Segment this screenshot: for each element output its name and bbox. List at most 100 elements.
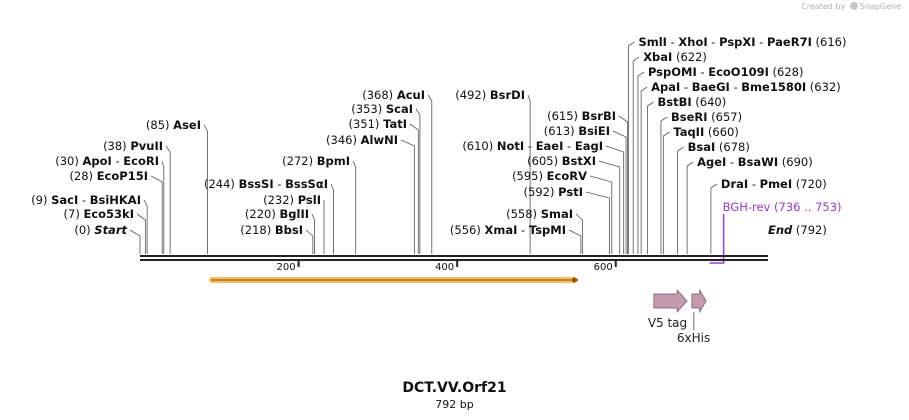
enzyme-site[interactable]: (556) XmaI - TspMI xyxy=(450,223,582,254)
enzyme-site[interactable]: SmlI - XhoI - PspXI - PaeR7I (616) xyxy=(628,35,846,254)
ruler: 200 400 600 xyxy=(276,260,617,273)
enzyme-site[interactable]: BstBI (640) xyxy=(647,95,726,254)
enzyme-label[interactable]: (7) Eco53kI xyxy=(64,207,134,221)
enzyme-site[interactable]: (558) SmaI xyxy=(506,207,583,254)
enzyme-leader-line xyxy=(640,86,648,254)
enzyme-position: (7) xyxy=(64,207,84,221)
enzyme-site[interactable]: (492) BsrDI xyxy=(455,88,531,254)
enzyme-name: SmaI xyxy=(541,207,573,221)
feature-v5-tag[interactable]: V5 tag xyxy=(648,289,688,330)
enzyme-site[interactable]: DraI - PmeI (720) xyxy=(710,177,827,254)
enzyme-label[interactable]: BsaI (678) xyxy=(688,140,750,154)
enzyme-leader-line xyxy=(618,115,629,254)
enzyme-label[interactable]: End (792) xyxy=(768,223,827,237)
enzyme-site[interactable]: TaqII (660) xyxy=(662,125,739,254)
enzyme-site[interactable]: (244) BssSI - BssSαI xyxy=(204,177,334,254)
enzyme-name: XhoI xyxy=(678,35,707,49)
enzyme-site[interactable]: (610) NotI - EaeI - EagI xyxy=(462,139,625,254)
enzyme-label[interactable]: (232) PslI xyxy=(263,193,321,207)
enzyme-site[interactable]: (272) BpmI xyxy=(282,154,357,254)
enzyme-site[interactable]: (346) AlwNI xyxy=(326,133,415,254)
enzyme-label[interactable]: (492) BsrDI xyxy=(455,88,525,102)
enzyme-position: (792) xyxy=(792,223,827,237)
enzyme-site[interactable]: (605) BstXI xyxy=(527,154,621,254)
enzyme-site[interactable]: (592) PstI xyxy=(524,185,610,254)
enzyme-position: (592) xyxy=(524,185,559,199)
enzyme-site[interactable]: (595) EcoRV xyxy=(512,169,613,254)
enzyme-label[interactable]: (272) BpmI xyxy=(282,154,350,168)
enzyme-site[interactable]: (353) ScaI xyxy=(351,102,421,254)
enzyme-label[interactable]: TaqII (660) xyxy=(673,125,739,139)
enzyme-site[interactable]: (85) AseI xyxy=(146,118,208,254)
enzyme-leader-line xyxy=(427,94,433,254)
enzyme-label[interactable]: (218) BbsI xyxy=(240,223,303,237)
enzyme-site[interactable]: (613) BsiEI xyxy=(544,124,627,254)
enzyme-site[interactable]: (232) PslI xyxy=(263,193,325,254)
enzyme-label[interactable]: DraI - PmeI (720) xyxy=(721,177,827,191)
enzyme-label[interactable]: AgeI - BsaWI (690) xyxy=(697,155,813,169)
enzyme-leader-line xyxy=(686,161,694,254)
enzyme-label[interactable]: (220) BglII xyxy=(245,207,309,221)
enzyme-site[interactable]: (218) BbsI xyxy=(240,223,314,254)
enzyme-leader-line xyxy=(165,145,171,254)
enzyme-site[interactable]: XbaI (622) xyxy=(632,50,707,254)
enzyme-site[interactable]: (615) BsrBI xyxy=(547,109,629,254)
enzyme-label[interactable]: (9) SacI - BsiHKAI xyxy=(31,193,141,207)
enzyme-name: XmaI xyxy=(485,223,518,237)
enzyme-site[interactable]: BsaI (678) xyxy=(677,140,750,254)
enzyme-label[interactable]: BseRI (657) xyxy=(671,110,742,124)
enzyme-label[interactable]: (351) TatI xyxy=(349,117,408,131)
enzyme-label[interactable]: (595) EcoRV xyxy=(512,169,587,183)
enzyme-name: BglII xyxy=(280,207,310,221)
feature-6xhis[interactable]: 6xHis xyxy=(677,288,710,345)
enzyme-label[interactable]: (368) AcuI xyxy=(362,88,425,102)
enzyme-position: (30) xyxy=(55,154,82,168)
enzyme-site[interactable]: (30) ApoI - EcoRI xyxy=(55,154,165,254)
enzyme-site[interactable]: End (792) xyxy=(768,223,827,237)
enzyme-name: EcoRV xyxy=(547,169,587,183)
enzyme-label[interactable]: ApaI - BaeGI - Bme1580I (632) xyxy=(651,80,841,94)
enzyme-site[interactable]: (28) EcoP15I xyxy=(69,169,163,254)
enzyme-label[interactable]: (558) SmaI xyxy=(506,207,573,221)
enzyme-label[interactable]: (615) BsrBI xyxy=(547,109,616,123)
enzyme-site[interactable]: (7) Eco53kI xyxy=(64,207,146,254)
enzyme-site[interactable]: (38) PvuII xyxy=(103,139,171,254)
enzyme-position: (0) xyxy=(74,223,94,237)
orf-arrow[interactable] xyxy=(208,277,579,283)
enzyme-label[interactable]: (605) BstXI xyxy=(527,154,596,168)
enzyme-label[interactable]: (30) ApoI - EcoRI xyxy=(55,154,159,168)
enzyme-site[interactable]: AgeI - BsaWI (690) xyxy=(686,155,813,254)
enzyme-label[interactable]: (353) ScaI xyxy=(351,102,413,116)
enzyme-label[interactable]: (346) AlwNI xyxy=(326,133,398,147)
enzyme-site[interactable]: ApaI - BaeGI - Bme1580I (632) xyxy=(640,80,841,254)
enzyme-leader-line xyxy=(637,71,645,254)
enzyme-label[interactable]: (613) BsiEI xyxy=(544,124,610,138)
enzyme-label[interactable]: (610) NotI - EaeI - EagI xyxy=(462,139,603,153)
enzyme-name: EaeI xyxy=(536,139,564,153)
enzyme-label[interactable]: XbaI (622) xyxy=(643,50,707,64)
enzyme-label[interactable]: (38) PvuII xyxy=(103,139,163,153)
enzyme-label[interactable]: (592) PstI xyxy=(524,185,583,199)
enzyme-label[interactable]: (28) EcoP15I xyxy=(69,169,148,183)
enzyme-name: Bme1580I xyxy=(741,80,806,94)
enzyme-position: (616) xyxy=(812,35,847,49)
enzyme-site[interactable]: (9) SacI - BsiHKAI xyxy=(31,193,148,254)
enzyme-label[interactable]: (244) BssSI - BssSαI xyxy=(204,177,328,191)
enzyme-site[interactable]: (0) Start xyxy=(74,223,141,254)
enzyme-site[interactable]: (220) BglII xyxy=(245,207,315,254)
enzyme-site[interactable]: (368) AcuI xyxy=(362,88,433,254)
enzyme-name: AgeI xyxy=(697,155,726,169)
enzyme-site[interactable]: PspOMI - EcoO109I (628) xyxy=(637,65,804,254)
enzyme-label[interactable]: (0) Start xyxy=(74,223,127,237)
enzyme-label[interactable]: SmlI - XhoI - PspXI - PaeR7I (616) xyxy=(638,35,846,49)
enzyme-site[interactable]: BseRI (657) xyxy=(660,110,742,254)
enzyme-label[interactable]: BstBI (640) xyxy=(657,95,726,109)
enzyme-label[interactable]: (556) XmaI - TspMI xyxy=(450,223,566,237)
enzyme-site[interactable]: (351) TatI xyxy=(349,117,419,254)
enzyme-leader-line xyxy=(330,183,334,254)
enzyme-label[interactable]: PspOMI - EcoO109I (628) xyxy=(648,65,804,79)
primer-bgh-rev[interactable]: BGH-rev (736 .. 753) xyxy=(709,200,842,264)
enzyme-name: Start xyxy=(94,223,127,237)
enzyme-label[interactable]: (85) AseI xyxy=(146,118,201,132)
enzyme-name: SacI xyxy=(51,193,78,207)
